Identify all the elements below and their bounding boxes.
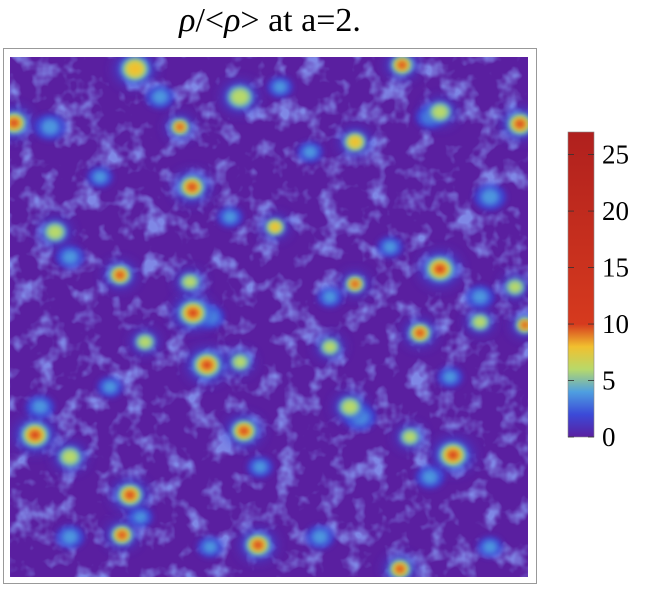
- density-hotspot: [176, 124, 184, 130]
- density-hotspot: [31, 399, 49, 415]
- density-hotspot: [151, 89, 169, 105]
- title-sep: /<: [195, 2, 225, 39]
- density-hotspot: [41, 119, 59, 135]
- density-hotspot: [182, 275, 198, 289]
- title-rho2: ρ: [224, 2, 241, 39]
- density-hotspot: [253, 541, 263, 549]
- density-hotspot: [341, 399, 359, 415]
- density-hotspot: [481, 189, 499, 205]
- density-hotspot: [421, 469, 439, 485]
- heatmap-hotspots: [10, 57, 528, 577]
- density-hotspot: [126, 61, 144, 77]
- colorbar-ticks: 0 5 10 15 20 25: [568, 140, 629, 452]
- density-hotspot: [397, 61, 407, 69]
- density-hotspot: [395, 565, 405, 573]
- density-hotspot: [187, 183, 197, 191]
- density-hotspot: [434, 264, 446, 274]
- colorbar-tick-label: 0: [602, 422, 616, 452]
- density-hotspot: [125, 491, 135, 499]
- heatmap-texture: [10, 57, 528, 577]
- density-heatmap: [10, 57, 528, 577]
- density-hotspot: [230, 88, 250, 106]
- chart-title: ρ/<ρ> at a=2.: [0, 2, 540, 40]
- density-hotspot: [482, 540, 498, 554]
- density-hotspot: [351, 281, 359, 287]
- density-hotspot: [187, 308, 199, 318]
- density-hotspot: [132, 510, 148, 524]
- density-hotspot: [472, 315, 488, 329]
- density-hotspot: [10, 119, 19, 127]
- density-hotspot: [252, 460, 268, 474]
- title-rest: > at a=2.: [240, 2, 361, 39]
- density-hotspot: [471, 289, 489, 305]
- colorbar-tick-label: 25: [602, 140, 629, 170]
- density-hotspot: [431, 104, 449, 120]
- density-hotspot: [302, 145, 318, 159]
- density-hotspot: [447, 450, 459, 460]
- density-hotspot: [202, 540, 218, 554]
- density-hotspot: [222, 210, 238, 224]
- density-hotspot: [117, 531, 127, 539]
- density-hotspot: [402, 430, 418, 444]
- density-hotspot: [201, 360, 213, 370]
- density-hotspot: [46, 224, 64, 240]
- colorbar-gradient: [567, 131, 595, 438]
- title-rho: ρ: [179, 2, 196, 39]
- density-hotspot: [442, 370, 458, 384]
- density-hotspot: [239, 427, 249, 435]
- density-hotspot: [272, 80, 288, 94]
- density-hotspot: [115, 271, 125, 279]
- colorbar-tick-label: 15: [602, 253, 629, 283]
- density-hotspot: [137, 335, 153, 349]
- density-hotspot: [102, 380, 118, 394]
- colorbar-tick-label: 10: [602, 309, 629, 339]
- density-hotspot: [322, 290, 338, 304]
- density-hotspot: [61, 249, 79, 265]
- density-hotspot: [415, 329, 425, 337]
- density-hotspot: [322, 340, 338, 354]
- density-hotspot: [29, 430, 41, 440]
- colorbar: 0 5 10 15 20 25: [567, 131, 629, 452]
- density-hotspot: [382, 240, 398, 254]
- density-hotspot: [515, 120, 525, 128]
- density-hotspot: [348, 136, 362, 148]
- density-hotspot: [232, 355, 248, 369]
- density-hotspot: [507, 280, 523, 294]
- density-hotspot: [61, 449, 79, 465]
- colorbar-tick-label: 5: [602, 366, 616, 396]
- density-hotspot: [521, 322, 528, 328]
- colorbar-tick-label: 20: [602, 196, 629, 226]
- density-hotspot: [311, 529, 329, 545]
- density-hotspot: [61, 529, 79, 545]
- density-hotspot: [269, 222, 281, 232]
- density-hotspot: [92, 170, 108, 184]
